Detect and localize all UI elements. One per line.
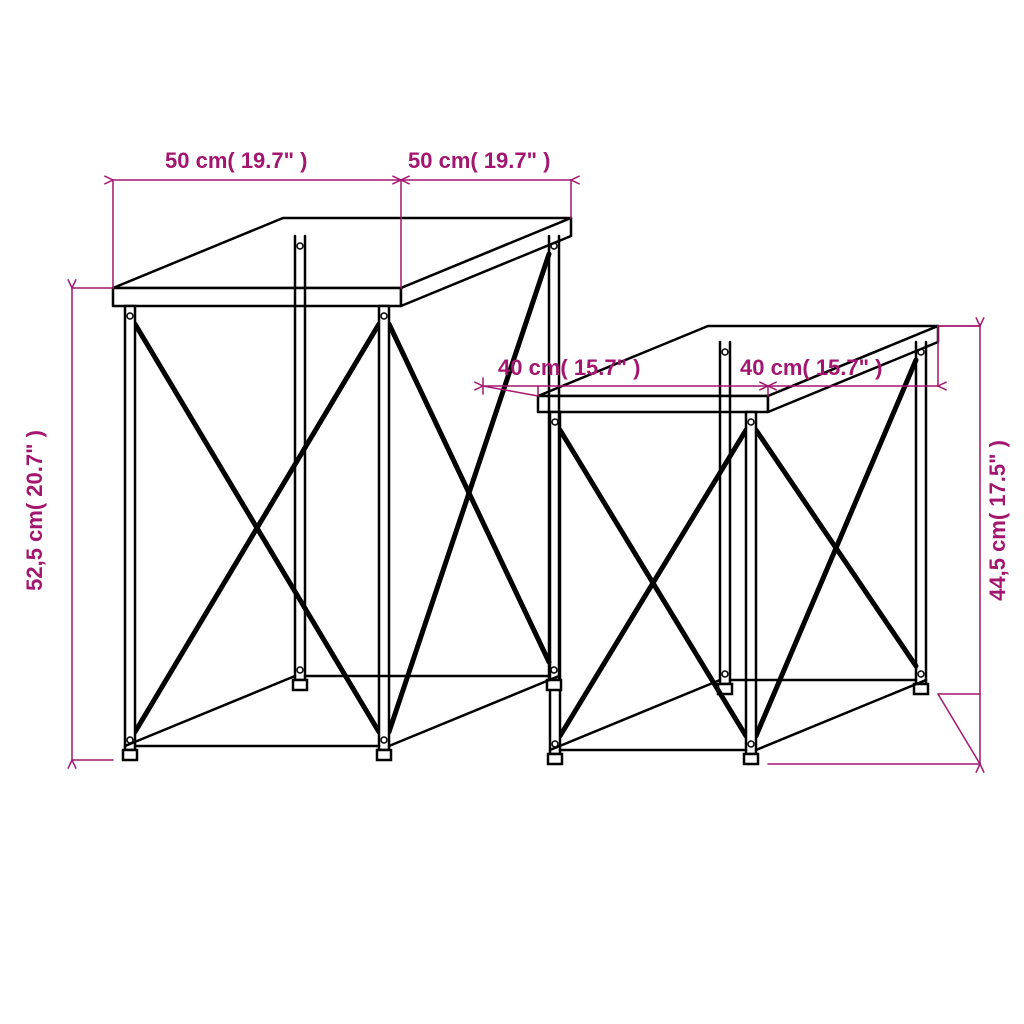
label-small-w2: 40 cm( 15.7" ) xyxy=(740,355,883,381)
label-large-h: 52,5 cm( 20.7" ) xyxy=(22,430,48,591)
label-small-h: 44,5 cm( 17.5" ) xyxy=(985,440,1011,601)
label-small-w1: 40 cm( 15.7" ) xyxy=(498,355,641,381)
label-large-w2: 50 cm( 19.7" ) xyxy=(408,148,551,174)
label-large-w1: 50 cm( 19.7" ) xyxy=(165,148,308,174)
